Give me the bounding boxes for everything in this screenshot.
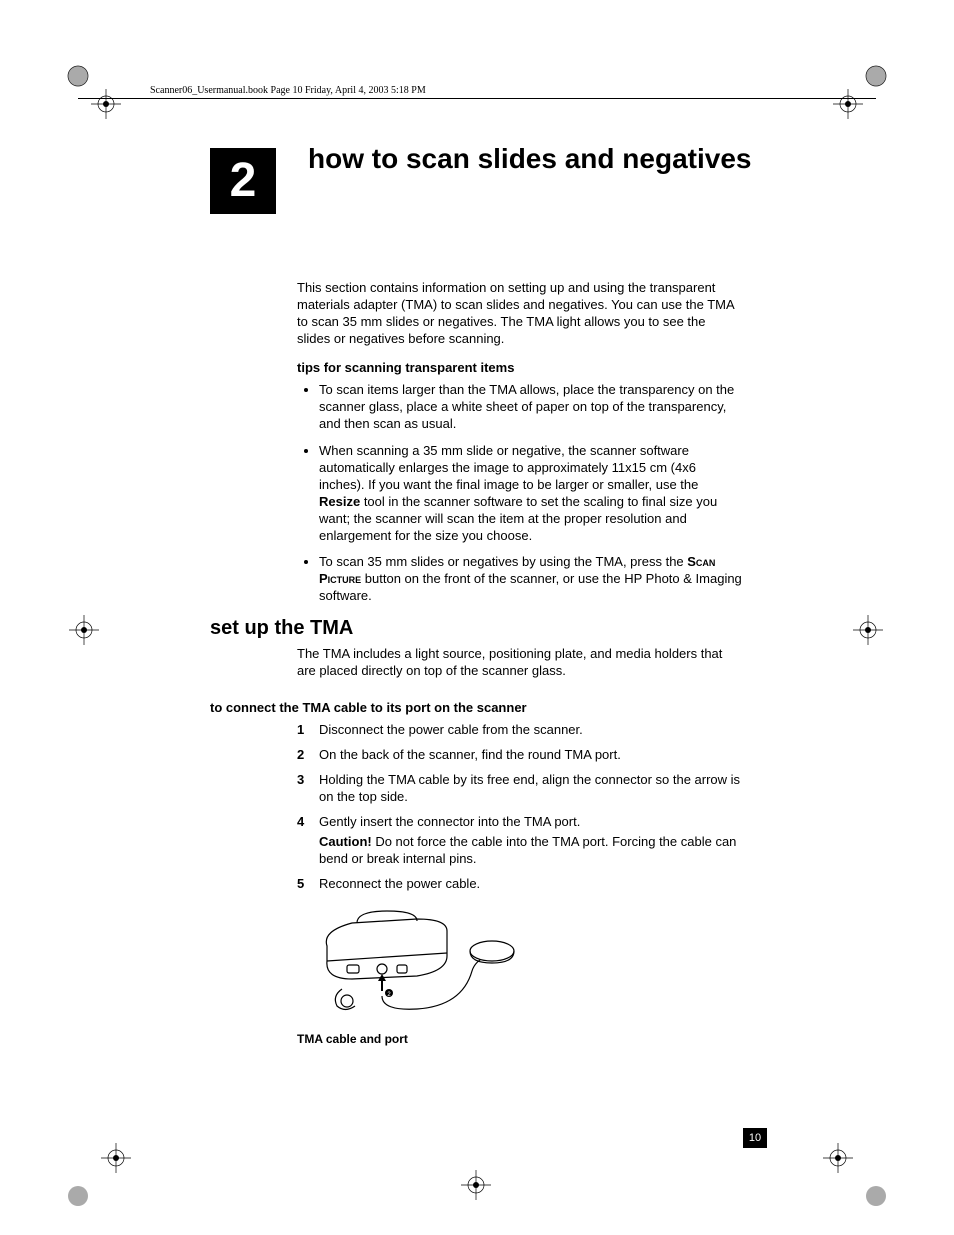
header-rule <box>78 98 876 99</box>
step-text: On the back of the scanner, find the rou… <box>319 747 742 764</box>
page-number: 10 <box>743 1128 767 1148</box>
crop-mark-bottom-left <box>64 1130 144 1210</box>
step-text: Gently insert the connector into the TMA… <box>319 814 742 869</box>
picture-label: Picture <box>319 571 361 586</box>
tips-heading: tips for scanning transparent items <box>297 360 742 377</box>
section-heading: set up the TMA <box>210 617 353 640</box>
section-intro: The TMA includes a light source, positio… <box>297 646 742 680</box>
tip-item: When scanning a 35 mm slide or negative,… <box>319 443 742 544</box>
steps-list: 1Disconnect the power cable from the sca… <box>297 722 742 893</box>
step-number: 1 <box>297 722 319 739</box>
step-item: 2On the back of the scanner, find the ro… <box>297 747 742 764</box>
step-text: Holding the TMA cable by its free end, a… <box>319 772 742 806</box>
step-item: 4 Gently insert the connector into the T… <box>297 814 742 869</box>
step-number: 2 <box>297 747 319 764</box>
tip-text: To scan 35 mm slides or negatives by usi… <box>319 554 687 569</box>
step-item: 1Disconnect the power cable from the sca… <box>297 722 742 739</box>
figure-scanner-illustration: 2 <box>297 901 742 1026</box>
crop-mark-bottom-center <box>436 1155 516 1215</box>
running-header: Scanner06_Usermanual.book Page 10 Friday… <box>150 85 426 96</box>
tip-item: To scan 35 mm slides or negatives by usi… <box>319 554 742 605</box>
crop-mark-top-left <box>64 62 124 122</box>
caution-block: Caution! Do not force the cable into the… <box>319 834 742 868</box>
scan-label: Scan <box>687 554 715 569</box>
tip-item: To scan items larger than the TMA allows… <box>319 382 742 433</box>
chapter-title: how to scan slides and negatives <box>308 143 751 175</box>
section-text: The TMA includes a light source, positio… <box>297 646 742 680</box>
step-number: 4 <box>297 814 319 869</box>
step-text: Disconnect the power cable from the scan… <box>319 722 742 739</box>
step-text: Reconnect the power cable. <box>319 876 742 893</box>
crop-mark-mid-right <box>838 600 898 660</box>
crop-mark-mid-left <box>54 600 114 660</box>
step-item: 3Holding the TMA cable by its free end, … <box>297 772 742 806</box>
chapter-number-badge: 2 <box>210 148 276 214</box>
intro-paragraph: This section contains information on set… <box>297 280 742 348</box>
step-number: 5 <box>297 876 319 893</box>
tip-text: tool in the scanner software to set the … <box>319 494 717 543</box>
figure-caption: TMA cable and port <box>297 1032 742 1048</box>
step-number: 3 <box>297 772 319 806</box>
step-item: 5Reconnect the power cable. <box>297 876 742 893</box>
crop-mark-top-right <box>830 62 890 122</box>
resize-bold: Resize <box>319 494 360 509</box>
crop-mark-bottom-right <box>810 1130 890 1210</box>
content-intro-region: This section contains information on set… <box>297 280 742 615</box>
tips-list: To scan items larger than the TMA allows… <box>297 382 742 605</box>
steps-region: 1Disconnect the power cable from the sca… <box>297 722 742 1048</box>
step4-main: Gently insert the connector into the TMA… <box>319 814 580 829</box>
tip-text: When scanning a 35 mm slide or negative,… <box>319 443 698 492</box>
subsection-heading: to connect the TMA cable to its port on … <box>210 700 740 715</box>
caution-label: Caution! <box>319 834 372 849</box>
caution-text: Do not force the cable into the TMA port… <box>319 834 736 866</box>
tip-text: button on the front of the scanner, or u… <box>319 571 742 603</box>
